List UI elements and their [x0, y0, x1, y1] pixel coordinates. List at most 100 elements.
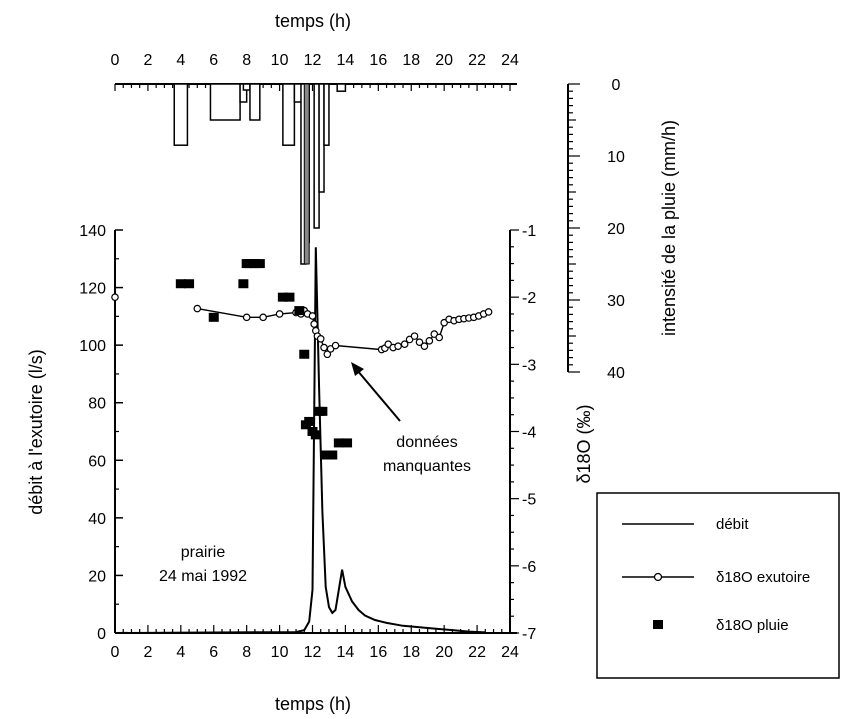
rain-bar	[242, 83, 251, 91]
bottom-tick-label: 12	[304, 644, 322, 661]
top-tick-label: 2	[143, 52, 152, 69]
legend: débit δ18O exutoire δ18O pluie	[596, 492, 840, 679]
left-axis-title: débit à l'exutoire (l/s)	[26, 349, 46, 515]
pluie-point	[184, 279, 195, 289]
pluie-point	[284, 292, 295, 302]
pluie-point	[333, 438, 344, 448]
rain-tick-label: 30	[607, 293, 625, 310]
pluie-point	[342, 438, 353, 448]
legend-exutoire-label: δ18O exutoire	[716, 569, 810, 586]
series-exutoire	[111, 293, 493, 359]
rain-intensity-axis: 0 10 20 30 40 intensité de la pluie (mm/h)	[567, 77, 679, 382]
top-tick-label: 12	[304, 52, 322, 69]
top-tick-label: 22	[468, 52, 486, 69]
left-tick-label: 40	[88, 511, 106, 528]
exutoire-point	[259, 313, 267, 322]
left-tick-label: 60	[88, 453, 106, 470]
exutoire-point	[415, 338, 424, 346]
delta-tick-label: -6	[522, 559, 536, 576]
top-tick-label: 14	[337, 52, 355, 69]
delta-tick-label: -7	[522, 626, 536, 643]
pluie-point	[238, 279, 249, 289]
missing-data-label-2: manquantes	[383, 458, 471, 475]
exutoire-point	[242, 313, 251, 322]
missing-data-arrow	[351, 362, 401, 422]
exutoire-point	[275, 310, 284, 318]
debit-line	[114, 247, 486, 634]
exutoire-point	[484, 308, 493, 316]
legend-debit-label: débit	[716, 516, 749, 533]
pluie-point	[277, 292, 288, 302]
left-tick-label: 120	[79, 281, 106, 298]
delta-tick-label: -4	[522, 425, 536, 442]
bottom-tick-label: 2	[143, 644, 152, 661]
top-tick-label: 10	[271, 52, 289, 69]
top-tick-label: 8	[242, 52, 251, 69]
pluie-point	[304, 416, 315, 426]
rain-bar-intense	[303, 83, 310, 265]
delta-axis-title: δ18O (‰)	[574, 404, 594, 483]
pluie-point	[208, 312, 219, 322]
delta-tick-label: -2	[522, 290, 536, 307]
bottom-tick-label: 22	[468, 644, 486, 661]
left-tick-label: 20	[88, 568, 106, 585]
rain-bar	[173, 83, 189, 146]
date-label: 24 mai 1992	[159, 568, 247, 585]
exutoire-point	[193, 304, 202, 313]
bottom-tick-label: 10	[271, 644, 289, 661]
pluie-point	[310, 430, 321, 440]
bottom-tick-label: 20	[435, 644, 453, 661]
rain-tick-label: 20	[607, 221, 625, 238]
series-debit	[114, 247, 486, 634]
exutoire-point	[111, 293, 119, 301]
series-pluie	[175, 259, 353, 460]
top-tick-label: 20	[435, 52, 453, 69]
pluie-point	[320, 450, 331, 460]
pluie-point	[317, 406, 328, 416]
top-tick-label: 6	[209, 52, 218, 69]
bottom-tick-label: 0	[111, 644, 120, 661]
exutoire-point	[394, 342, 402, 350]
top-tick-label: 4	[176, 52, 185, 69]
delta-tick-label: -1	[522, 223, 536, 240]
bottom-tick-label: 6	[209, 644, 218, 661]
exutoire-point	[400, 340, 409, 348]
left-tick-label: 100	[79, 338, 106, 355]
exutoire-point	[425, 337, 434, 345]
rain-tick-label: 10	[607, 149, 625, 166]
exutoire-point	[320, 343, 328, 352]
site-label: prairie	[181, 544, 226, 561]
bottom-tick-label: 14	[337, 644, 355, 661]
legend-pluie-swatch	[653, 620, 663, 629]
exutoire-point	[420, 342, 429, 350]
bottom-axis-ticks: 0 2 4 6 8 10 12 14 16 18 20 22 24	[111, 625, 519, 661]
rain-bar	[282, 83, 296, 146]
delta-axis-ticks: -1 -2 -3 -4 -5 -6 -7	[510, 223, 536, 643]
main-plot: 0 2 4 6 8 10 12 14 16 18 20 22 24 020406080100120140…	[79, 223, 536, 661]
delta-tick-label: -3	[522, 357, 536, 374]
rain-axis-ticks: 0 10 20 30 40	[568, 77, 625, 382]
left-tick-label: 80	[88, 396, 106, 413]
exutoire-point	[316, 335, 325, 343]
pluie-point	[299, 349, 310, 359]
legend-pluie-label: δ18O pluie	[716, 617, 789, 634]
bottom-tick-label: 16	[369, 644, 387, 661]
bottom-tick-label: 18	[402, 644, 420, 661]
rain-bar	[336, 83, 347, 92]
exutoire-point	[435, 333, 444, 342]
top-tick-label: 0	[111, 52, 120, 69]
left-tick-label: 0	[97, 626, 106, 643]
rain-bar	[249, 83, 261, 121]
bottom-axis-title: temps (h)	[275, 694, 351, 714]
pluie-point	[254, 259, 265, 269]
exutoire-point	[331, 341, 340, 350]
exutoire-point	[310, 320, 318, 328]
rain-tick-label: 0	[612, 77, 621, 94]
missing-data-label-1: données	[396, 434, 457, 451]
left-tick-label: 140	[79, 223, 106, 240]
bottom-tick-label: 4	[176, 644, 185, 661]
exutoire-point	[308, 312, 317, 320]
exutoire-line	[197, 307, 489, 356]
bottom-tick-label: 24	[501, 644, 519, 661]
